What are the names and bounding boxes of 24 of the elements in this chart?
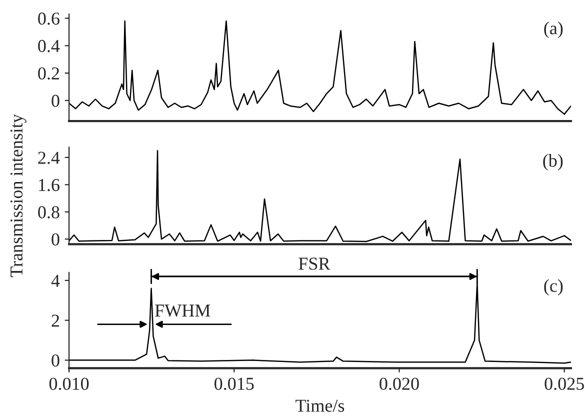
annotation: (a)	[544, 22, 563, 38]
y-tick-label: 0	[52, 233, 60, 246]
x-tick-label: 0.020	[380, 378, 419, 390]
y-tick-label: 2	[52, 314, 60, 327]
line-series	[69, 20, 571, 115]
x-tick-label: 0.025	[544, 378, 584, 390]
y-tick-label: 1.6	[39, 178, 60, 192]
text: FSR	[298, 258, 330, 270]
line-series	[69, 150, 571, 242]
y-tick-label: 2.4	[38, 152, 60, 164]
y-tick-label: 0.4	[38, 40, 60, 52]
x-tick-label: 0.010	[49, 378, 89, 390]
y-tick-label: 0	[52, 354, 60, 367]
x-tick-label: 0.015	[214, 378, 254, 390]
annotation: FWHM	[155, 304, 210, 317]
y-tick-label: 0.6	[38, 12, 60, 25]
y-tick-label: 0.8	[38, 206, 60, 218]
y-tick-label: 0.2	[38, 67, 60, 80]
x-axis-title: Time/s	[296, 400, 344, 412]
annotation: (c)	[544, 279, 563, 296]
annotation: (b)	[543, 154, 563, 170]
y-tick-label: 4	[51, 274, 60, 287]
y-tick-label: 0	[52, 94, 60, 107]
y-axis-title: Transmission intensity	[10, 114, 26, 278]
